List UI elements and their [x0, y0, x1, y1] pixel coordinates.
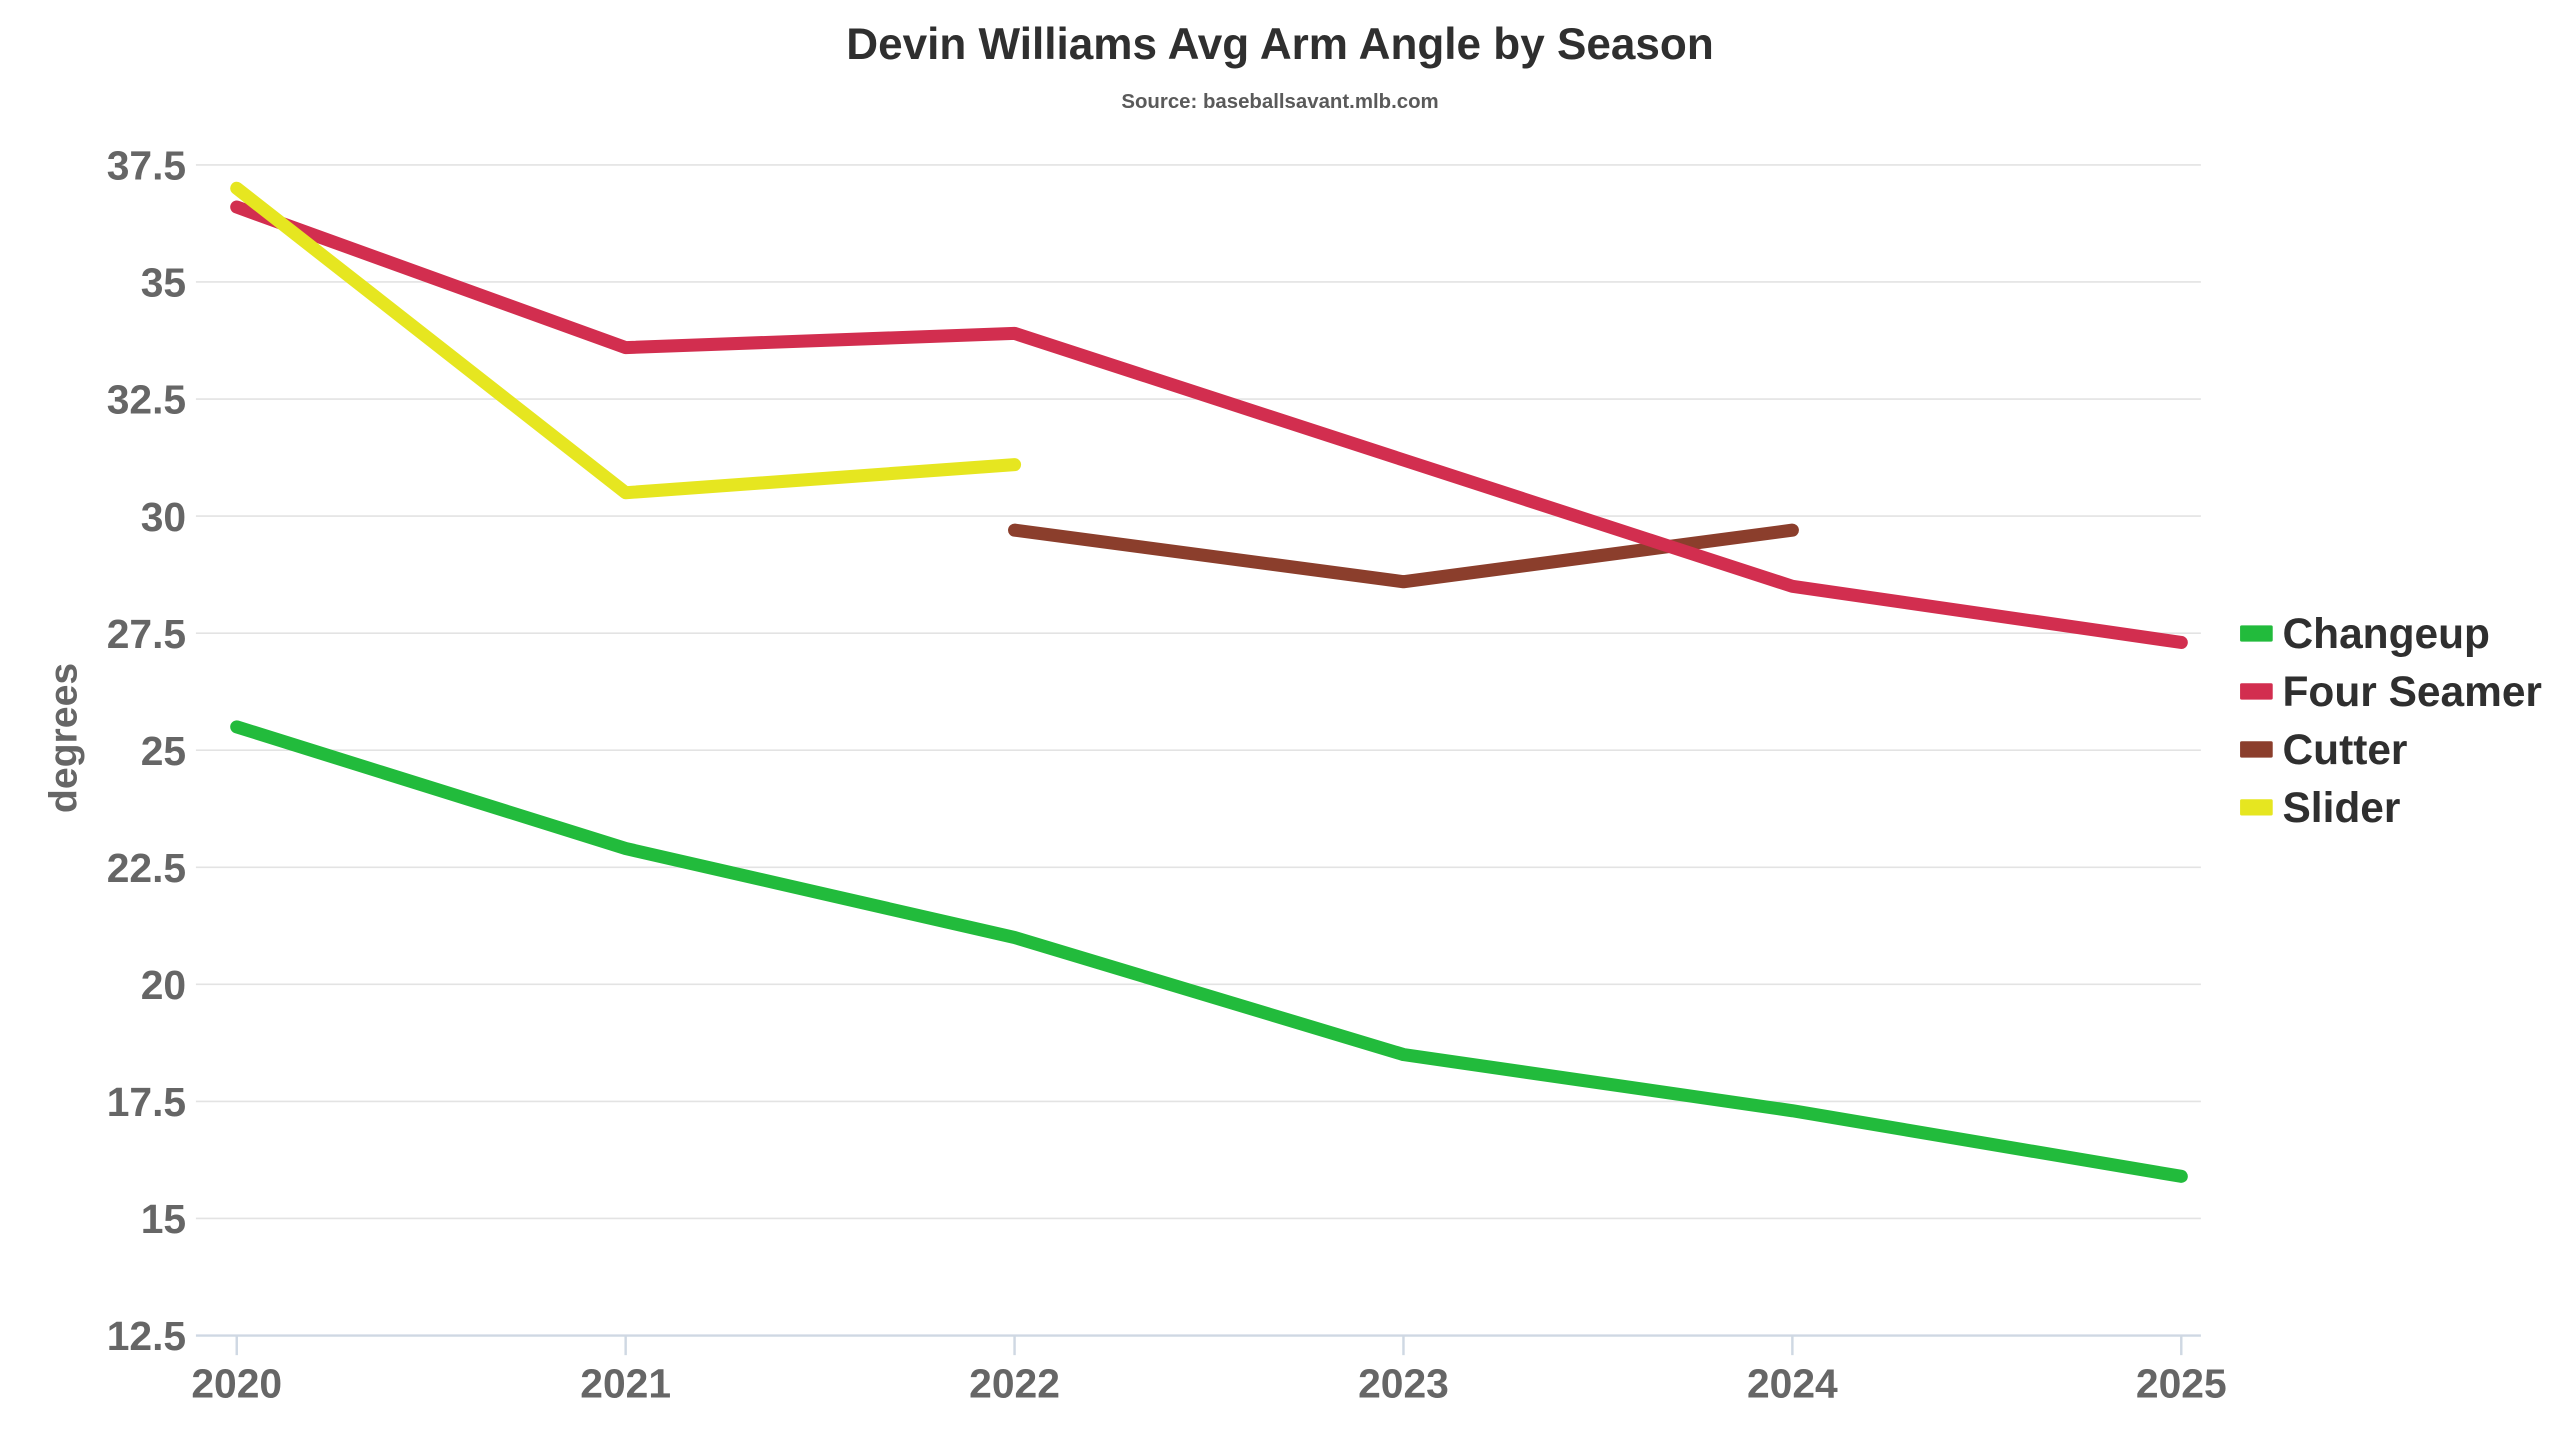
legend-label: Cutter	[2283, 726, 2408, 773]
y-axis-title: degrees	[43, 663, 86, 813]
y-tick-label: 25	[141, 728, 186, 774]
legend-label: Four Seamer	[2283, 668, 2542, 715]
x-tick-label: 2024	[1747, 1361, 1838, 1407]
y-tick-label: 35	[141, 260, 186, 306]
legend-item-slider: Slider	[2240, 784, 2400, 831]
y-tick-label: 32.5	[107, 377, 186, 423]
y-tick-label: 15	[141, 1196, 186, 1242]
chart-subtitle: Source: baseballsavant.mlb.com	[1121, 91, 1438, 113]
y-tick-label: 12.5	[107, 1313, 186, 1359]
y-tick-label: 22.5	[107, 845, 186, 891]
y-tick-label: 37.5	[107, 143, 186, 189]
series-line-four-seamer	[230, 200, 2188, 649]
x-tick-label: 2025	[2136, 1361, 2227, 1407]
legend-swatch	[2240, 799, 2273, 816]
series-line-slider	[230, 181, 1022, 500]
y-tick-label: 30	[141, 494, 186, 540]
series-line-changeup	[230, 720, 2188, 1183]
gridlines	[195, 164, 2201, 1337]
x-tick-label: 2021	[580, 1361, 671, 1407]
series-line-cutter	[1008, 523, 1799, 589]
legend-item-four-seamer: Four Seamer	[2240, 668, 2542, 715]
y-tick-label: 27.5	[107, 611, 186, 657]
legend-swatch	[2240, 683, 2273, 700]
y-tick-label: 20	[141, 962, 186, 1008]
x-tick-label: 2020	[191, 1361, 282, 1407]
legend-swatch	[2240, 625, 2273, 642]
legend-item-changeup: Changeup	[2240, 610, 2490, 657]
legend-label: Slider	[2283, 784, 2401, 831]
x-tick-label: 2023	[1358, 1361, 1449, 1407]
series-lines	[230, 181, 2188, 1183]
x-tick-label: 2022	[969, 1361, 1060, 1407]
y-axis-ticks: 12.5 15 17.5 20 22.5 25 27.5 30 32.5 35 37.5	[107, 143, 186, 1360]
legend-label: Changeup	[2283, 610, 2490, 657]
y-tick-label: 17.5	[107, 1079, 186, 1125]
chart-title: Devin Williams Avg Arm Angle by Season	[846, 20, 1714, 69]
legend-item-cutter: Cutter	[2240, 726, 2407, 773]
legend-swatch	[2240, 741, 2273, 758]
legend: Changeup Four Seamer Cutter Slider	[2240, 610, 2542, 831]
x-axis-ticks: 2020 2021 2022 2023 2024 2025	[191, 1335, 2227, 1407]
